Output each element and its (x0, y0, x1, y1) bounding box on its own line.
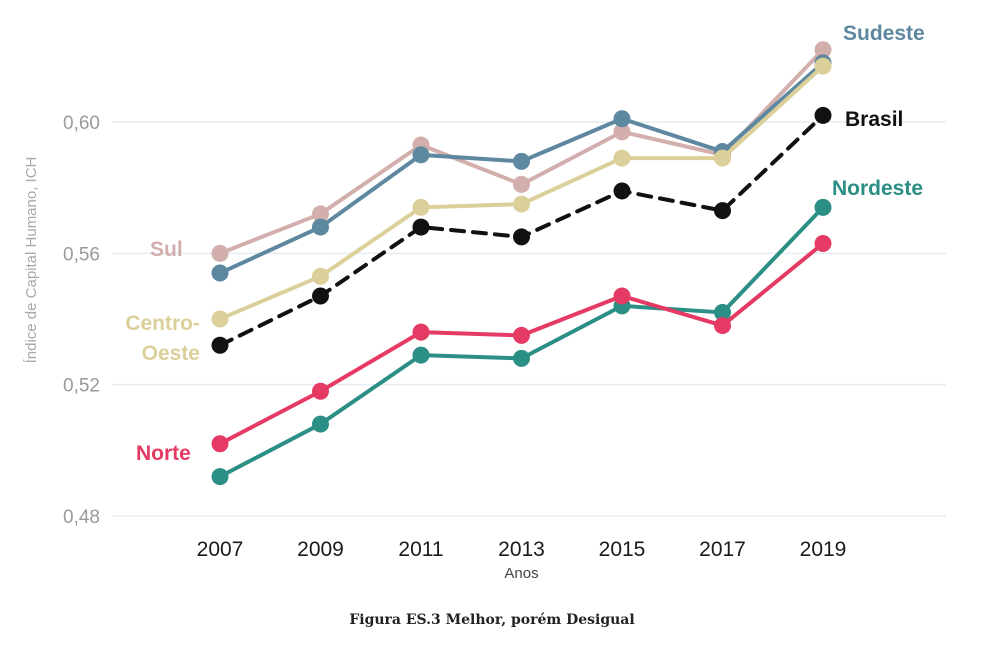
data-point (211, 310, 229, 328)
data-point (412, 323, 430, 341)
series-labels: Sul Sudeste Centro- Oeste Brasil Nordeste Nort… (125, 22, 924, 465)
data-point (312, 218, 329, 236)
series-norte (211, 234, 832, 453)
data-point (814, 198, 832, 216)
data-point (513, 175, 530, 193)
data-point (814, 41, 832, 59)
x-tick-label: 2007 (197, 538, 244, 561)
x-axis-label: Anos (504, 565, 538, 582)
series-label: Norte (136, 442, 191, 465)
x-tick-label: 2019 (800, 538, 847, 561)
data-point (714, 149, 731, 167)
data-point (211, 336, 229, 354)
data-point (613, 287, 631, 305)
x-tick-label: 2015 (599, 538, 646, 561)
y-tick-label: 0,52 (63, 376, 100, 397)
figure-caption: Figura ES.3 Melhor, porém Desigual (349, 612, 635, 628)
data-point (211, 468, 229, 486)
y-tick-label: 0,48 (63, 507, 100, 528)
data-point (513, 195, 530, 213)
data-point (412, 346, 430, 364)
series-brasil (211, 106, 832, 354)
data-point (211, 435, 229, 453)
data-point (412, 198, 430, 216)
data-point (513, 349, 530, 367)
data-point (211, 244, 229, 262)
y-tick-label: 0,56 (63, 244, 100, 265)
data-point (613, 149, 631, 167)
data-point (312, 267, 329, 285)
y-axis-label: Índice de Capital Humano, ICH (23, 157, 40, 364)
series-label: Brasil (845, 108, 903, 131)
data-point (613, 123, 631, 141)
data-point (312, 205, 329, 223)
data-point (312, 287, 329, 305)
data-point (513, 326, 530, 344)
line-chart: 0,48 0,52 0,56 0,60 2007 2009 2011 2013 2015 201… (23, 22, 946, 582)
data-point (714, 303, 731, 321)
data-point (814, 57, 832, 75)
data-point (513, 228, 530, 246)
x-tick-label: 2017 (699, 538, 746, 561)
series-sudeste (211, 54, 832, 282)
data-point (412, 218, 430, 236)
data-point (714, 317, 731, 335)
series-label: Sul (150, 238, 183, 261)
x-tick-label: 2009 (297, 538, 344, 561)
data-point (814, 234, 832, 252)
series-centro-oeste (211, 57, 832, 328)
series-group (211, 41, 832, 486)
data-point (613, 110, 631, 128)
data-point (312, 382, 329, 400)
series-label: Oeste (142, 342, 200, 365)
series-label: Sudeste (843, 22, 925, 45)
series-nordeste (211, 198, 832, 486)
series-label: Centro- (125, 312, 200, 335)
data-point (211, 264, 229, 282)
x-tick-labels: 2007 2009 2011 2013 2015 2017 2019 (197, 538, 847, 561)
data-point (412, 146, 430, 164)
series-label: Nordeste (832, 177, 923, 200)
data-point (613, 182, 631, 200)
data-point (814, 106, 832, 124)
gridlines (112, 121, 946, 517)
y-tick-label: 0,60 (63, 113, 100, 134)
data-point (513, 152, 530, 170)
data-point (312, 415, 329, 433)
x-tick-label: 2011 (398, 538, 443, 561)
data-point (714, 202, 731, 220)
x-tick-label: 2013 (498, 538, 545, 561)
y-tick-labels: 0,48 0,52 0,56 0,60 (63, 113, 100, 528)
